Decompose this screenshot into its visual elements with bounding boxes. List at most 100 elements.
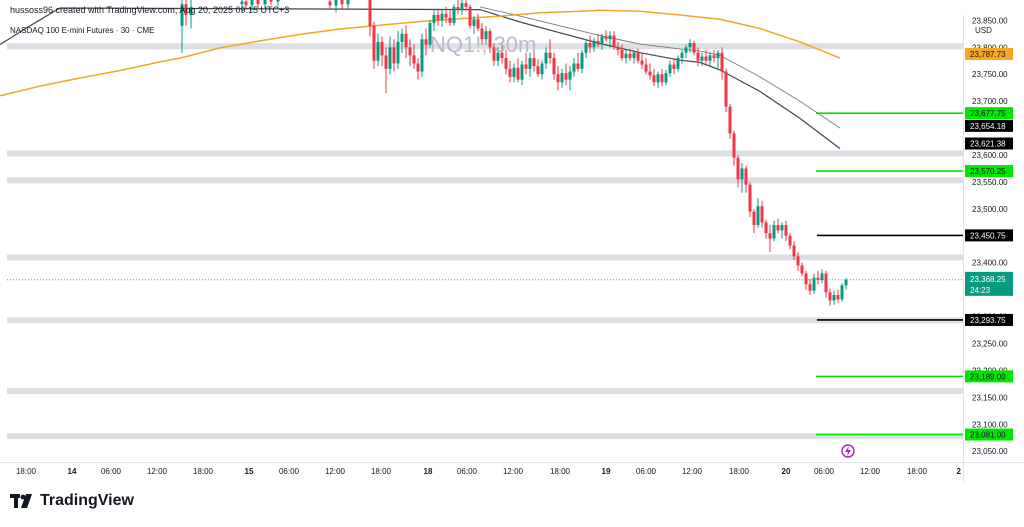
price-tick-label: 23,100.00: [972, 420, 1008, 429]
candle: [540, 60, 544, 80]
candle-body: [440, 13, 444, 21]
level-price-label-bg: [965, 370, 1013, 383]
candle: [436, 8, 440, 26]
candle: [376, 33, 380, 67]
symbol-watermark: NQ1!, 30m: [430, 32, 537, 57]
candle-body: [552, 58, 556, 75]
candle: [716, 50, 720, 69]
candle-body: [600, 36, 604, 45]
candle: [824, 270, 828, 298]
candle-body: [460, 3, 464, 10]
candle: [712, 50, 716, 63]
candle-body: [516, 67, 520, 80]
candle-body: [484, 31, 488, 40]
candle-body: [620, 50, 624, 59]
sr-zone: [7, 387, 963, 394]
candle: [644, 58, 648, 75]
candle: [636, 48, 640, 64]
candle-body: [836, 295, 840, 300]
price-tick-label: 23,150.00: [972, 393, 1008, 402]
candle-body: [760, 206, 764, 223]
level-price-label: 23,450.75: [970, 231, 1006, 240]
candle-body: [256, 0, 260, 5]
level-price-label-bg: [965, 165, 1013, 178]
tradingview-logo[interactable]: TradingView: [10, 490, 134, 512]
candle: [600, 33, 604, 51]
candle: [504, 50, 508, 75]
candle: [584, 39, 588, 59]
candle: [608, 31, 612, 48]
candle: [796, 251, 800, 271]
candle-body: [380, 41, 384, 56]
candle: [548, 39, 552, 64]
time-tick-label: 06:00: [457, 467, 478, 476]
candle: [564, 63, 568, 86]
candle-body: [500, 52, 504, 59]
candle-body: [412, 55, 416, 64]
candle-body: [584, 43, 588, 53]
candle-body: [768, 233, 772, 239]
candle: [512, 63, 516, 83]
candle-body: [684, 47, 688, 53]
candle-body: [432, 15, 436, 24]
candle-body: [648, 71, 652, 76]
candle: [460, 0, 464, 15]
candle-body: [420, 39, 424, 72]
candle-body: [608, 35, 612, 40]
candle-body: [784, 225, 788, 236]
candle: [604, 30, 608, 42]
candle: [720, 47, 724, 80]
candle: [392, 39, 396, 72]
candle-body: [616, 47, 620, 51]
candle-body: [388, 47, 392, 69]
candle-body: [716, 52, 720, 59]
candle-body: [732, 133, 736, 158]
axis-price-label-bg: [965, 47, 1013, 60]
candle: [269, 0, 273, 6]
candle: [388, 36, 392, 75]
candle-body: [328, 1, 332, 6]
candle: [380, 36, 384, 67]
candle-body: [612, 35, 616, 48]
candle: [372, 21, 376, 69]
credit-text: hussoss96 created with TradingView.com, …: [10, 5, 290, 15]
countdown-label: 24:23: [970, 286, 991, 295]
candle-body: [492, 47, 496, 61]
candle-body: [452, 6, 456, 24]
tradingview-logo-icon: [10, 494, 32, 508]
candle-body: [528, 58, 532, 69]
candle: [516, 58, 520, 83]
candle: [592, 37, 596, 52]
candle-body: [548, 52, 552, 59]
time-tick-label: 18:00: [729, 467, 750, 476]
time-tick-label: 15: [245, 467, 254, 476]
price-tick-label: 23,250.00: [972, 340, 1008, 349]
candle: [840, 283, 844, 302]
candle-body: [444, 13, 448, 18]
candle: [596, 33, 600, 48]
level-lines: [816, 112, 963, 436]
level-price-label-bg: [965, 313, 1013, 326]
price-tick-label: 23,500.00: [972, 205, 1008, 214]
candle-body: [824, 273, 828, 293]
candle: [256, 0, 260, 9]
candle-body: [744, 168, 748, 185]
price-tick-label: 23,700.00: [972, 97, 1008, 106]
level-price-label-bg: [965, 107, 1013, 120]
candle: [416, 58, 420, 80]
candle-body: [368, 0, 372, 26]
candle-body: [644, 64, 648, 72]
candle-body: [796, 256, 800, 266]
candle-body: [700, 56, 704, 61]
ma-fast-line: [0, 7, 841, 150]
candle: [652, 68, 656, 87]
candle: [768, 225, 772, 252]
candle: [452, 4, 456, 26]
candles: [180, 0, 848, 306]
candle: [424, 28, 428, 56]
level-price-label: 23,293.75: [970, 316, 1006, 325]
alert-icon[interactable]: [841, 444, 855, 458]
candle: [276, 0, 280, 7]
